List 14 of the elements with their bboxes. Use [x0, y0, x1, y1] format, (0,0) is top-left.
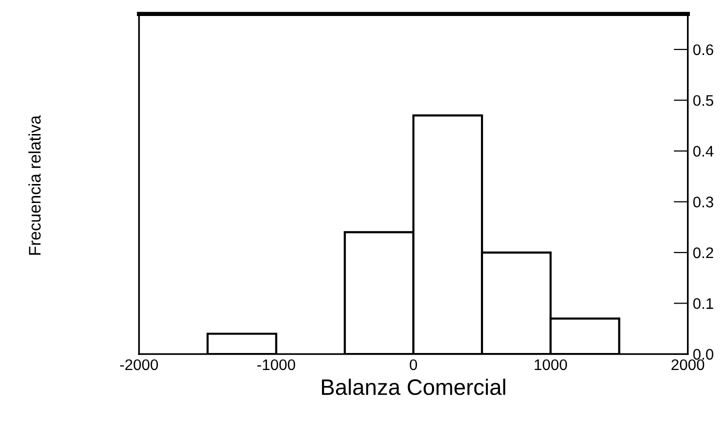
- y-tick-label: 0.2: [693, 247, 714, 258]
- y-tick-label: 0.1: [693, 298, 714, 309]
- x-tick-label: 0: [410, 359, 418, 370]
- y-tick-label: 0.0: [693, 348, 714, 360]
- x-tick-label: -1000: [257, 359, 296, 370]
- x-tick-label: 2000: [672, 359, 704, 370]
- y-tick-label: 0.4: [693, 146, 714, 157]
- y-tick-label: 0.6: [693, 44, 714, 56]
- x-axis-title: Balanza Comercial: [322, 378, 506, 396]
- x-tick-label: -2000: [120, 359, 158, 370]
- y-tick-label: 0.5: [693, 95, 714, 106]
- y-axis-title: Frecuencia relativa: [28, 115, 41, 255]
- y-tick-label: 0.3: [693, 196, 714, 208]
- x-tick-label: 1000: [534, 359, 567, 370]
